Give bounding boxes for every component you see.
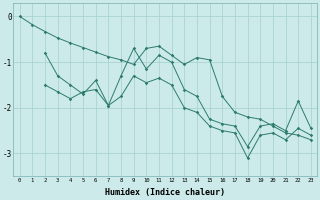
X-axis label: Humidex (Indice chaleur): Humidex (Indice chaleur)	[105, 188, 225, 197]
